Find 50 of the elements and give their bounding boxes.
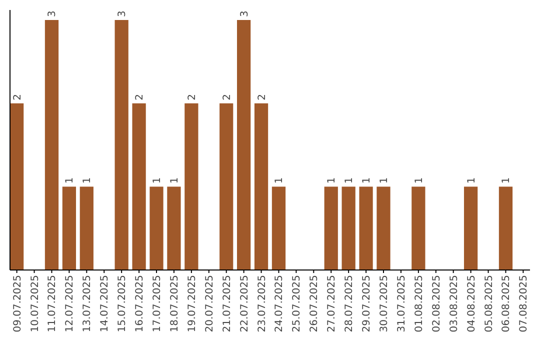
data-label: 1 xyxy=(82,177,94,184)
x-tick-label: 15.07.2025 xyxy=(117,275,128,332)
data-label: 2 xyxy=(12,94,24,100)
x-tick-label: 21.07.2025 xyxy=(222,275,233,332)
x-tick-label: 02.08.2025 xyxy=(431,275,442,332)
data-label: 3 xyxy=(117,10,128,17)
x-tick-label: 11.07.2025 xyxy=(47,275,58,332)
data-label: 1 xyxy=(326,177,338,184)
x-tick-label: 05.08.2025 xyxy=(484,275,495,332)
x-tick-label: 29.07.2025 xyxy=(362,275,373,332)
data-label: 3 xyxy=(239,10,250,17)
x-tick-label: 10.07.2025 xyxy=(30,275,41,332)
x-tick-label: 14.07.2025 xyxy=(100,275,111,332)
data-label: 1 xyxy=(414,177,425,184)
data-label: 3 xyxy=(47,10,58,17)
x-tick-label: 31.07.2025 xyxy=(396,275,408,332)
x-tick-label: 22.07.2025 xyxy=(239,275,250,332)
x-tick-label: 17.07.2025 xyxy=(152,275,163,332)
data-label: 1 xyxy=(501,177,512,184)
x-tick-label: 20.07.2025 xyxy=(204,275,216,332)
data-label: 1 xyxy=(362,177,373,184)
x-tick-label: 07.08.2025 xyxy=(518,275,530,332)
x-tick-label: 16.07.2025 xyxy=(134,275,146,332)
x-tick-label: 03.08.2025 xyxy=(448,275,460,332)
x-tick-label: 13.07.2025 xyxy=(82,275,94,332)
x-tick-label: 26.07.2025 xyxy=(309,275,320,332)
data-label: 1 xyxy=(466,177,478,184)
x-tick-label: 06.08.2025 xyxy=(501,275,512,332)
data-label: 1 xyxy=(344,177,356,184)
x-tick-label: 25.07.2025 xyxy=(292,275,303,332)
data-label: 1 xyxy=(152,177,163,184)
data-label: 1 xyxy=(169,177,180,184)
data-label: 2 xyxy=(134,94,146,100)
x-tick-label: 19.07.2025 xyxy=(186,275,198,332)
x-tick-label: 27.07.2025 xyxy=(326,275,338,332)
data-label: 1 xyxy=(64,177,76,184)
data-label: 1 xyxy=(274,177,286,184)
data-label: 1 xyxy=(379,177,390,184)
x-tick-label: 12.07.2025 xyxy=(64,275,76,332)
x-tick-label: 28.07.2025 xyxy=(344,275,356,332)
x-tick-label: 24.07.2025 xyxy=(274,275,286,332)
data-label: 2 xyxy=(222,94,233,100)
x-tick-label: 23.07.2025 xyxy=(256,275,268,332)
x-tick-label: 18.07.2025 xyxy=(169,275,180,332)
x-tick-label: 01.08.2025 xyxy=(414,275,425,332)
x-tick-label: 04.08.2025 xyxy=(466,275,478,332)
data-label: 2 xyxy=(256,94,268,100)
x-tick-label: 09.07.2025 xyxy=(12,275,24,332)
x-tick-label: 30.07.2025 xyxy=(379,275,390,332)
data-label: 2 xyxy=(186,94,198,100)
